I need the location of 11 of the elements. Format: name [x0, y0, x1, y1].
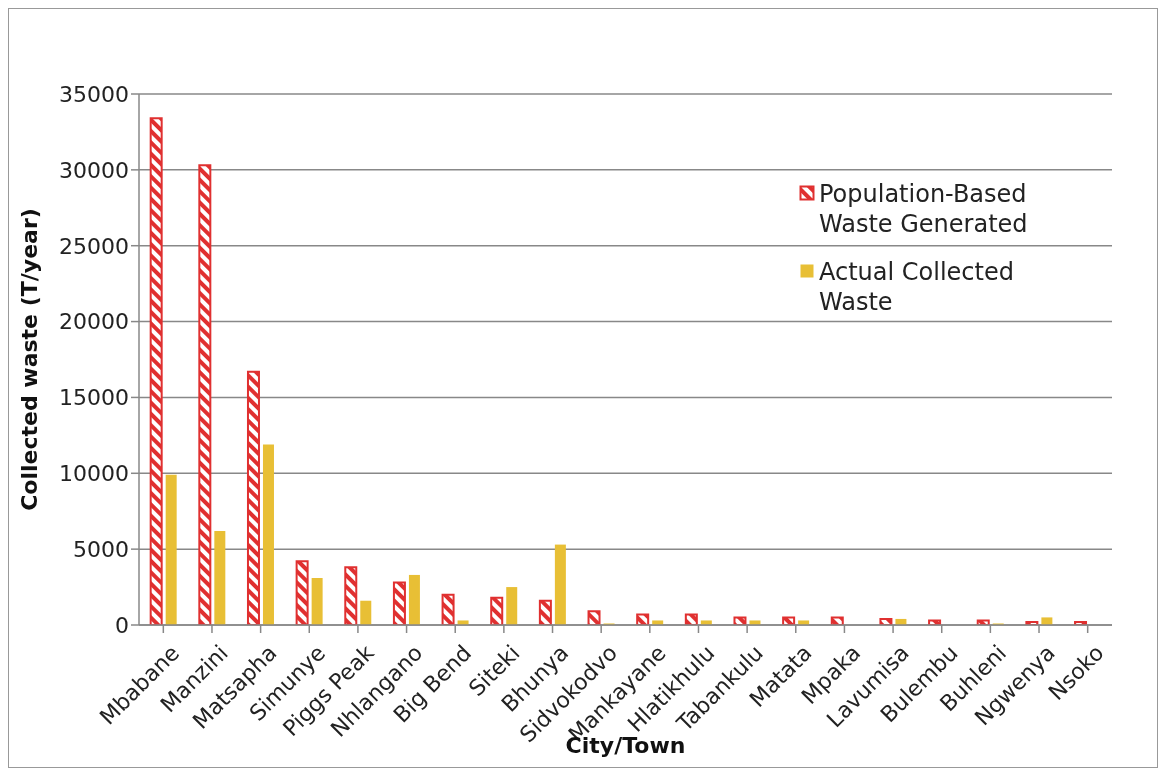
- y-axis-title: Collected waste (T/year): [16, 208, 42, 511]
- y-tick-label: 35000: [59, 81, 129, 107]
- legend-label: Population-Based Waste Generated: [819, 179, 1029, 239]
- y-tick-label: 0: [115, 612, 129, 638]
- y-tick-label: 15000: [59, 385, 129, 411]
- y-tick-label: 25000: [59, 233, 129, 259]
- legend-label: Actual Collected Waste: [819, 257, 1015, 317]
- y-tick-label: 10000: [59, 461, 129, 487]
- y-tick-label: 5000: [73, 536, 129, 562]
- y-tick-label: 30000: [59, 157, 129, 183]
- y-tick-label: 20000: [59, 309, 129, 335]
